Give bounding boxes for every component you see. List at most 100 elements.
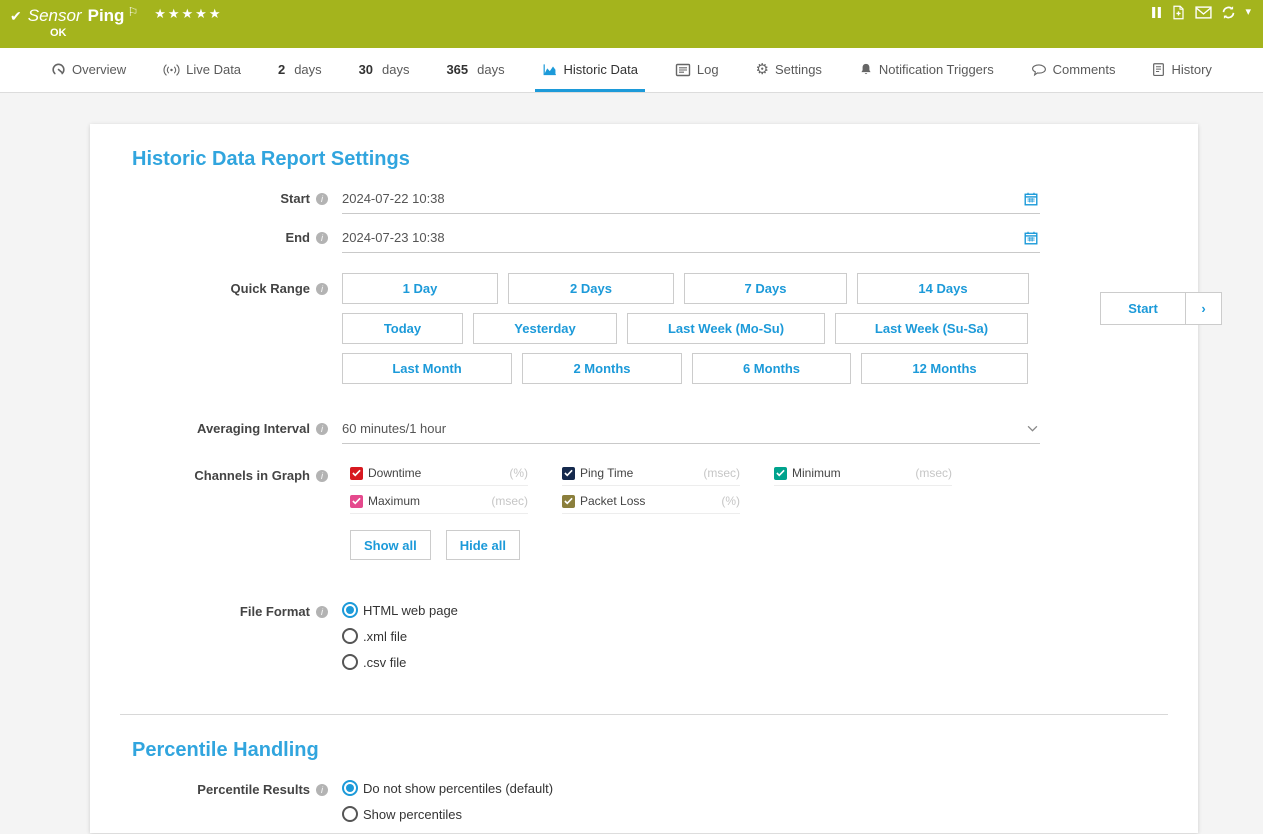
quick-range-14-days-button[interactable]: 14 Days bbox=[857, 273, 1029, 304]
quick-range-2-days-button[interactable]: 2 Days bbox=[508, 273, 674, 304]
tab-label: days bbox=[294, 62, 322, 77]
channels-grid: Downtime (%) Ping Time (msec) Minimum (msec) M… bbox=[350, 466, 1040, 514]
radio-unselected-icon bbox=[342, 628, 358, 644]
log-icon bbox=[675, 63, 691, 77]
priority-stars[interactable]: ★★★★★ bbox=[154, 6, 223, 21]
end-date-input[interactable]: 2024-07-23 10:38 bbox=[342, 228, 1040, 253]
refresh-icon[interactable] bbox=[1221, 5, 1236, 20]
channels-row: Channels in Graph Downtime (%) Ping Time (m… bbox=[132, 466, 1168, 560]
info-icon[interactable] bbox=[316, 422, 328, 435]
info-icon[interactable] bbox=[316, 469, 328, 482]
info-icon[interactable] bbox=[316, 192, 328, 205]
channel-name: Maximum bbox=[368, 494, 421, 508]
percentile-results-label: Percentile Results bbox=[197, 782, 310, 797]
quick-range-last-week-mo-su-button[interactable]: Last Week (Mo-Su) bbox=[627, 313, 825, 344]
tab-comments[interactable]: Comments bbox=[1024, 48, 1123, 92]
add-report-icon[interactable] bbox=[1171, 5, 1186, 20]
gauge-icon bbox=[51, 62, 66, 77]
file-format-label: File Format bbox=[239, 604, 310, 619]
checkbox-checked-icon[interactable] bbox=[562, 494, 575, 508]
quick-range-1-day-button[interactable]: 1 Day bbox=[342, 273, 498, 304]
quick-range-7-days-button[interactable]: 7 Days bbox=[684, 273, 847, 304]
calendar-icon[interactable] bbox=[1024, 192, 1038, 206]
tab-365-days[interactable]: 365 days bbox=[439, 48, 511, 92]
tab-count: 30 bbox=[358, 62, 374, 77]
info-icon[interactable] bbox=[316, 605, 328, 618]
pause-icon[interactable] bbox=[1151, 6, 1162, 19]
tab-historic-data[interactable]: Historic Data bbox=[534, 48, 645, 92]
end-label: End bbox=[285, 230, 310, 245]
sensor-name: Ping bbox=[87, 6, 125, 25]
info-icon[interactable] bbox=[316, 231, 328, 244]
quick-range-2-months-button[interactable]: 2 Months bbox=[522, 353, 682, 384]
checkbox-checked-icon[interactable] bbox=[350, 466, 363, 480]
sensor-header: ✔ Sensor Ping ⚐ ★★★★★ OK ▾ bbox=[0, 0, 1263, 48]
tab-label: Overview bbox=[72, 62, 127, 77]
quick-range-today-button[interactable]: Today bbox=[342, 313, 463, 344]
percentile-options: Do not show percentiles (default) Show pe… bbox=[342, 780, 1040, 832]
radio-label: .xml file bbox=[363, 628, 408, 644]
quick-range-label: Quick Range bbox=[230, 281, 310, 296]
radio-unselected-icon bbox=[342, 806, 358, 822]
averaging-interval-label: Averaging Interval bbox=[197, 421, 310, 436]
checkbox-checked-icon[interactable] bbox=[774, 466, 787, 480]
channel-unit: (%) bbox=[721, 494, 740, 508]
file-format-option-xml-file[interactable]: .xml file bbox=[342, 628, 1040, 644]
percentile-section-title: Percentile Handling bbox=[132, 739, 319, 761]
quick-range-buttons: 1 Day 2 Days 7 Days 14 Days Today Yesterday La… bbox=[342, 273, 1040, 393]
tab-overview[interactable]: Overview bbox=[44, 48, 133, 92]
show-all-button[interactable]: Show all bbox=[350, 530, 431, 560]
percentile-option-show-percentiles[interactable]: Show percentiles bbox=[342, 806, 1040, 822]
start-label: Start bbox=[280, 191, 310, 206]
tab-30-days[interactable]: 30 days bbox=[352, 48, 417, 92]
quick-range-button-row: Last Month 2 Months 6 Months 12 Months bbox=[342, 353, 1040, 384]
file-format-option-csv-file[interactable]: .csv file bbox=[342, 654, 1040, 670]
channel-downtime: Downtime (%) bbox=[350, 466, 528, 486]
chevron-right-button[interactable]: › bbox=[1185, 292, 1222, 325]
calendar-icon[interactable] bbox=[1024, 231, 1038, 245]
quick-range-6-months-button[interactable]: 6 Months bbox=[692, 353, 851, 384]
tab-label: History bbox=[1171, 62, 1212, 77]
info-icon[interactable] bbox=[316, 282, 328, 295]
tab-label: Live Data bbox=[186, 62, 242, 77]
channel-name: Minimum bbox=[792, 466, 841, 480]
channel-minimum: Minimum (msec) bbox=[774, 466, 952, 486]
radio-unselected-icon bbox=[342, 654, 358, 670]
tab-bar: Overview Live Data 2 days 30 days 365 days Histo… bbox=[0, 48, 1263, 93]
quick-range-last-week-su-sa-button[interactable]: Last Week (Su-Sa) bbox=[835, 313, 1028, 344]
checkbox-checked-icon[interactable] bbox=[562, 466, 575, 480]
tab-2-days[interactable]: 2 days bbox=[271, 48, 329, 92]
percentile-option-do-not-show-percentiles-default[interactable]: Do not show percentiles (default) bbox=[342, 780, 1040, 796]
tab-live-data[interactable]: Live Data bbox=[156, 48, 248, 92]
email-icon[interactable] bbox=[1195, 6, 1213, 19]
averaging-interval-row: Averaging Interval 60 minutes/1 hour bbox=[132, 419, 1168, 444]
tab-notification-triggers[interactable]: Notification Triggers bbox=[852, 48, 1001, 92]
tab-label: days bbox=[477, 62, 505, 77]
tab-log[interactable]: Log bbox=[668, 48, 726, 92]
start-report-button[interactable]: Start bbox=[1100, 292, 1186, 325]
tab-count: 365 bbox=[446, 62, 469, 77]
averaging-interval-select[interactable]: 60 minutes/1 hour bbox=[342, 419, 1040, 444]
tab-history[interactable]: History bbox=[1145, 48, 1218, 92]
channels-label: Channels in Graph bbox=[194, 468, 310, 483]
page-title: Historic Data Report Settings bbox=[132, 148, 410, 170]
quick-range-last-month-button[interactable]: Last Month bbox=[342, 353, 512, 384]
quick-range-12-months-button[interactable]: 12 Months bbox=[861, 353, 1028, 384]
file-format-option-html-web-page[interactable]: HTML web page bbox=[342, 602, 1040, 618]
checkbox-checked-icon[interactable] bbox=[350, 494, 363, 508]
flag-icon[interactable]: ⚐ bbox=[127, 5, 139, 19]
tab-settings[interactable]: ⚙ Settings bbox=[749, 48, 829, 92]
sensor-title: ✔ Sensor Ping ⚐ ★★★★★ bbox=[0, 0, 1263, 26]
status-badge: OK bbox=[50, 27, 67, 39]
quick-range-row: Quick Range 1 Day 2 Days 7 Days 14 Days Toda… bbox=[132, 273, 1168, 393]
history-icon bbox=[1152, 62, 1165, 77]
info-icon[interactable] bbox=[316, 783, 328, 796]
hide-all-button[interactable]: Hide all bbox=[445, 530, 520, 560]
caret-down-icon[interactable]: ▾ bbox=[1245, 6, 1251, 18]
radio-label: .csv file bbox=[363, 654, 407, 670]
start-date-input[interactable]: 2024-07-22 10:38 bbox=[342, 189, 1040, 214]
channel-packet-loss: Packet Loss (%) bbox=[562, 494, 740, 514]
channel-name: Packet Loss bbox=[580, 494, 646, 508]
comment-icon bbox=[1031, 63, 1047, 77]
quick-range-yesterday-button[interactable]: Yesterday bbox=[473, 313, 617, 344]
